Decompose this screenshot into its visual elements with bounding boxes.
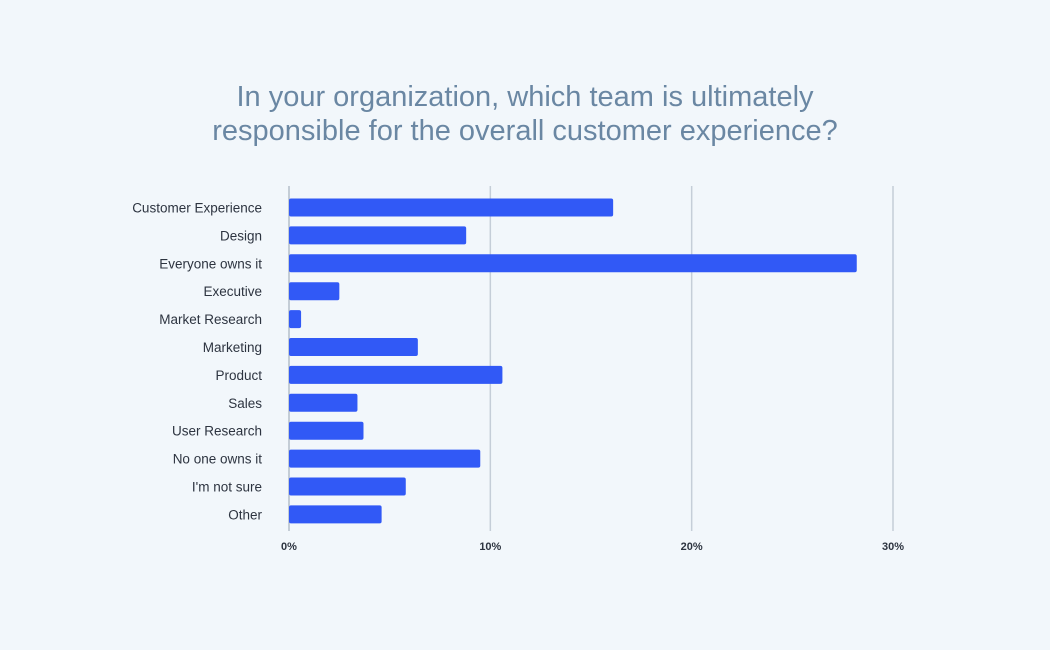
bar-1 (289, 226, 467, 245)
bar-2 (289, 254, 857, 273)
x-tick-label: 30% (882, 541, 904, 553)
category-label: User Research (172, 424, 262, 439)
category-label: Market Research (159, 312, 262, 327)
category-label: I'm not sure (192, 480, 262, 495)
category-label: Everyone owns it (159, 256, 262, 271)
bar-6 (289, 365, 503, 384)
x-tick-label: 20% (681, 541, 703, 553)
bar-11 (289, 505, 382, 524)
category-label: Customer Experience (132, 201, 262, 216)
category-label: Sales (228, 396, 262, 411)
bar-7 (289, 393, 358, 412)
bar-9 (289, 449, 481, 468)
chart-title-line-2: responsible for the overall customer exp… (212, 115, 838, 147)
category-label: Other (228, 507, 262, 522)
category-label: Executive (203, 284, 262, 299)
bar-10 (289, 477, 406, 496)
chart-title: In your organization, which team is ulti… (0, 80, 1050, 148)
category-label: No one owns it (173, 452, 263, 467)
category-label: Marketing (203, 340, 262, 355)
bar-3 (289, 282, 340, 301)
chart-title-line-1: In your organization, which team is ulti… (236, 81, 814, 113)
category-label: Design (220, 228, 262, 243)
bar-5 (289, 338, 418, 356)
bar-8 (289, 421, 364, 440)
x-tick-label: 0% (281, 541, 297, 553)
bar-4 (289, 310, 302, 329)
bar-0 (289, 198, 614, 217)
category-label: Product (215, 368, 262, 383)
x-tick-label: 10% (479, 541, 501, 553)
